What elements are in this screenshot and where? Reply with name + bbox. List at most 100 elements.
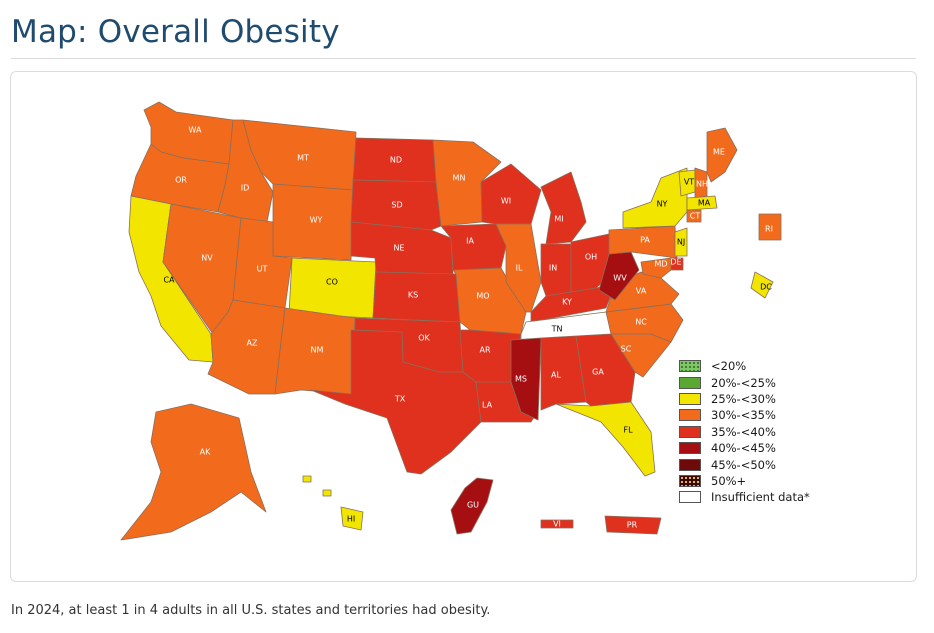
- state-vi[interactable]: [540, 519, 574, 529]
- state-label-ne: NE: [393, 244, 404, 253]
- state-mi[interactable]: [540, 171, 587, 245]
- state-label-pr: PR: [627, 521, 638, 530]
- state-label-pa: PA: [640, 236, 650, 245]
- legend-swatch: [679, 458, 701, 471]
- legend-label: 30%-<35%: [711, 408, 776, 423]
- state-ma[interactable]: [686, 195, 718, 211]
- title-divider: [11, 58, 916, 59]
- state-label-nd: ND: [390, 156, 402, 165]
- legend-item: 25%-<30%: [679, 391, 810, 407]
- map-legend: <20% 20%-<25% 25%-<30% 30%-<35% 35%-<40%…: [679, 358, 810, 506]
- state-label-nh: NH: [696, 180, 708, 189]
- state-label-ga: GA: [592, 368, 604, 377]
- page-title: Map: Overall Obesity: [11, 14, 340, 50]
- state-il[interactable]: [495, 223, 542, 313]
- state-label-la: LA: [482, 401, 493, 410]
- state-me[interactable]: [706, 127, 738, 183]
- state-ms[interactable]: [510, 337, 542, 421]
- state-ny[interactable]: [622, 167, 688, 229]
- state-label-tx: TX: [394, 395, 406, 404]
- state-label-wa: WA: [189, 126, 202, 135]
- state-nh[interactable]: [694, 167, 708, 199]
- state-al[interactable]: [540, 335, 587, 411]
- state-label-ks: KS: [408, 291, 418, 300]
- state-label-vt: VT: [684, 178, 694, 187]
- state-label-ky: KY: [562, 298, 572, 307]
- state-label-in: IN: [549, 264, 557, 273]
- state-label-ok: OK: [418, 334, 430, 343]
- state-label-nj: NJ: [677, 238, 685, 247]
- state-label-ia: IA: [466, 237, 474, 246]
- state-label-ut: UT: [257, 265, 268, 274]
- state-gu[interactable]: [450, 477, 494, 535]
- legend-swatch: [679, 376, 701, 389]
- legend-item: <20%: [679, 358, 810, 374]
- state-dc[interactable]: [750, 271, 774, 299]
- legend-label: 45%-<50%: [711, 457, 776, 472]
- state-nj[interactable]: [674, 227, 688, 257]
- legend-item: Insufficient data*: [679, 489, 810, 505]
- state-label-wy: WY: [310, 216, 323, 225]
- state-label-il: IL: [516, 264, 523, 273]
- state-label-ri: RI: [765, 225, 773, 234]
- legend-swatch: [679, 360, 701, 373]
- legend-item: 35%-<40%: [679, 424, 810, 440]
- obesity-map: WA OR CA NV ID MT WY UT AZ CO NM ND SD NE KS OK TX MN IA MO…: [120, 101, 782, 541]
- state-label-nv: NV: [201, 254, 213, 263]
- state-label-tn: TN: [551, 325, 563, 334]
- state-label-nc: NC: [635, 318, 647, 327]
- state-label-al: AL: [551, 371, 561, 380]
- map-card: WA OR CA NV ID MT WY UT AZ CO NM ND SD NE KS OK TX MN IA MO…: [10, 71, 917, 582]
- legend-label: Insufficient data*: [711, 490, 810, 505]
- state-fl[interactable]: [555, 401, 656, 477]
- legend-swatch: [679, 425, 701, 438]
- state-label-ak: AK: [200, 448, 211, 457]
- state-label-ma: MA: [698, 199, 711, 208]
- state-label-ms: MS: [515, 375, 527, 384]
- state-label-nm: NM: [311, 346, 324, 355]
- state-label-oh: OH: [585, 253, 597, 262]
- state-label-id: ID: [241, 184, 250, 193]
- legend-swatch: [679, 474, 701, 487]
- state-label-fl: FL: [623, 426, 633, 435]
- state-label-ct: CT: [690, 212, 701, 221]
- legend-label: 50%+: [711, 473, 747, 488]
- state-label-wv: WV: [613, 274, 627, 283]
- state-label-or: OR: [175, 176, 187, 185]
- state-label-ny: NY: [657, 200, 668, 209]
- state-label-mo: MO: [476, 292, 489, 301]
- legend-swatch: [679, 491, 701, 504]
- legend-item: 50%+: [679, 473, 810, 489]
- state-ri[interactable]: [758, 213, 782, 241]
- state-sd[interactable]: [350, 179, 442, 231]
- state-md[interactable]: [640, 257, 672, 279]
- legend-swatch: [679, 409, 701, 422]
- state-tx[interactable]: [310, 329, 482, 475]
- legend-item: 30%-<35%: [679, 407, 810, 423]
- state-label-de: DE: [670, 258, 681, 267]
- state-label-ar: AR: [479, 346, 490, 355]
- state-label-co: CO: [326, 278, 338, 287]
- state-label-mn: MN: [453, 174, 466, 183]
- legend-label: 40%-<45%: [711, 441, 776, 456]
- state-label-wi: WI: [501, 197, 511, 206]
- state-label-md: MD: [654, 260, 667, 269]
- legend-item: 45%-<50%: [679, 456, 810, 472]
- state-co[interactable]: [288, 257, 377, 319]
- state-pr[interactable]: [604, 515, 662, 535]
- legend-swatch: [679, 392, 701, 405]
- state-label-vi: VI: [553, 520, 561, 529]
- state-hi[interactable]: [302, 475, 364, 531]
- state-label-ca: CA: [163, 276, 175, 285]
- state-label-gu: GU: [467, 501, 479, 510]
- state-label-mi: MI: [554, 215, 563, 224]
- state-label-dc: DC: [760, 283, 772, 292]
- state-ct[interactable]: [686, 209, 702, 223]
- legend-item: 40%-<45%: [679, 440, 810, 456]
- state-ak[interactable]: [120, 403, 267, 541]
- legend-label: 25%-<30%: [711, 391, 776, 406]
- state-label-az: AZ: [247, 339, 258, 348]
- state-label-mt: MT: [297, 154, 309, 163]
- state-label-sc: SC: [621, 345, 632, 354]
- state-label-va: VA: [636, 287, 647, 296]
